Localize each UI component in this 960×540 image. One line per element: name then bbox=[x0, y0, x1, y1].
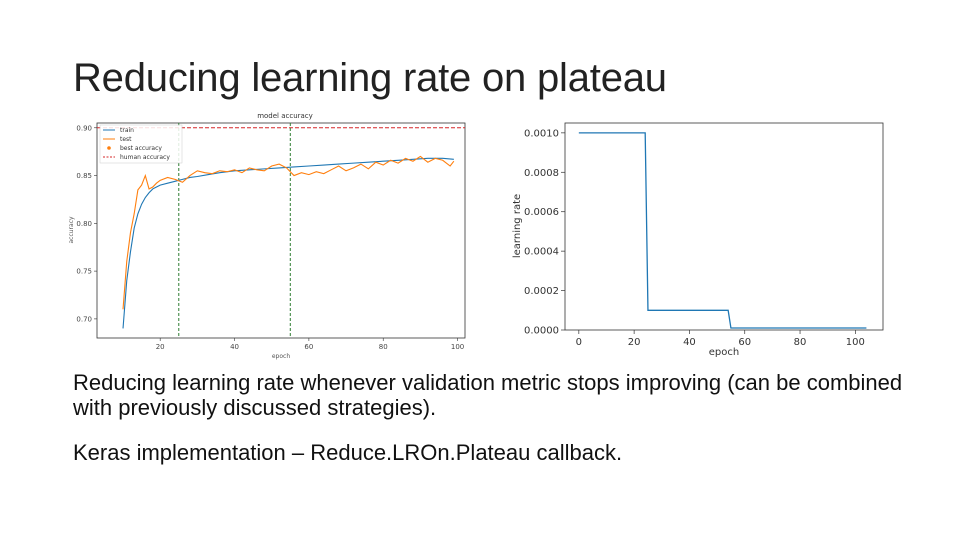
lr-ytick-label: 0.0008 bbox=[524, 168, 559, 179]
legend-best-accuracy: best accuracy bbox=[120, 145, 162, 152]
lr-plot-frame bbox=[564, 122, 884, 331]
lr-xtick-label: 20 bbox=[628, 337, 641, 348]
lr-ytick-label: 0.0006 bbox=[524, 207, 559, 218]
accuracy-chart: model accuracy 20 40 60 80 100 0.70 0.75 0.80 0.… bbox=[68, 112, 466, 360]
acc-xtick-label: 100 bbox=[451, 343, 464, 351]
learning-rate-chart: 0 20 40 60 80 100 0.0000 0.0002 0.0004 0.0006 0.00… bbox=[512, 122, 884, 358]
acc-xtick-label: 40 bbox=[230, 343, 239, 351]
acc-ytick-label: 0.90 bbox=[76, 124, 92, 132]
legend-human-accuracy: human accuracy bbox=[120, 154, 170, 161]
acc-ytick-label: 0.85 bbox=[76, 172, 92, 180]
lr-xtick-label: 100 bbox=[846, 337, 865, 348]
body-paragraph-2: Keras implementation – Reduce.LROn.Plate… bbox=[73, 440, 623, 465]
lr-xtick-label: 60 bbox=[738, 337, 751, 348]
acc-xtick-label: 60 bbox=[304, 343, 313, 351]
slide-title: Reducing learning rate on plateau bbox=[73, 56, 667, 100]
lr-ticks: 0 20 40 60 80 100 0.0000 0.0002 0.0004 0.0006 0.00… bbox=[524, 128, 865, 348]
lr-ytick-label: 0.0002 bbox=[524, 286, 559, 297]
lr-ytick-label: 0.0004 bbox=[524, 247, 559, 258]
acc-xtick-label: 80 bbox=[379, 343, 388, 351]
acc-ytick-label: 0.75 bbox=[76, 268, 92, 276]
lr-xtick-label: 80 bbox=[794, 337, 807, 348]
lr-y-label: learning rate bbox=[512, 194, 523, 258]
accuracy-y-label: accuracy bbox=[68, 216, 75, 244]
lr-ytick-label: 0.0000 bbox=[524, 326, 559, 337]
accuracy-ticks: 20 40 60 80 100 0.70 0.75 0.80 0.85 0.90 bbox=[76, 124, 464, 351]
lr-ytick-label: 0.0010 bbox=[524, 128, 559, 139]
lr-xtick-label: 0 bbox=[576, 337, 582, 348]
legend-train: train bbox=[120, 127, 134, 134]
acc-xtick-label: 20 bbox=[156, 343, 165, 351]
accuracy-plot-frame bbox=[96, 122, 466, 339]
acc-ytick-label: 0.80 bbox=[76, 220, 92, 228]
body-paragraph-1: Reducing learning rate whenever validati… bbox=[73, 370, 903, 420]
legend-test: test bbox=[120, 136, 132, 143]
lr-xtick-label: 40 bbox=[683, 337, 696, 348]
accuracy-chart-title: model accuracy bbox=[257, 112, 313, 120]
series-train-line bbox=[122, 157, 454, 329]
lr-x-label: epoch bbox=[709, 347, 739, 358]
series-test-line bbox=[122, 155, 455, 310]
accuracy-x-label: epoch bbox=[272, 353, 290, 360]
lr-lines bbox=[578, 132, 867, 329]
learning-rate-line bbox=[578, 132, 867, 329]
accuracy-legend: train test best accuracy human accuracy bbox=[99, 124, 183, 164]
acc-ytick-label: 0.70 bbox=[76, 315, 92, 323]
